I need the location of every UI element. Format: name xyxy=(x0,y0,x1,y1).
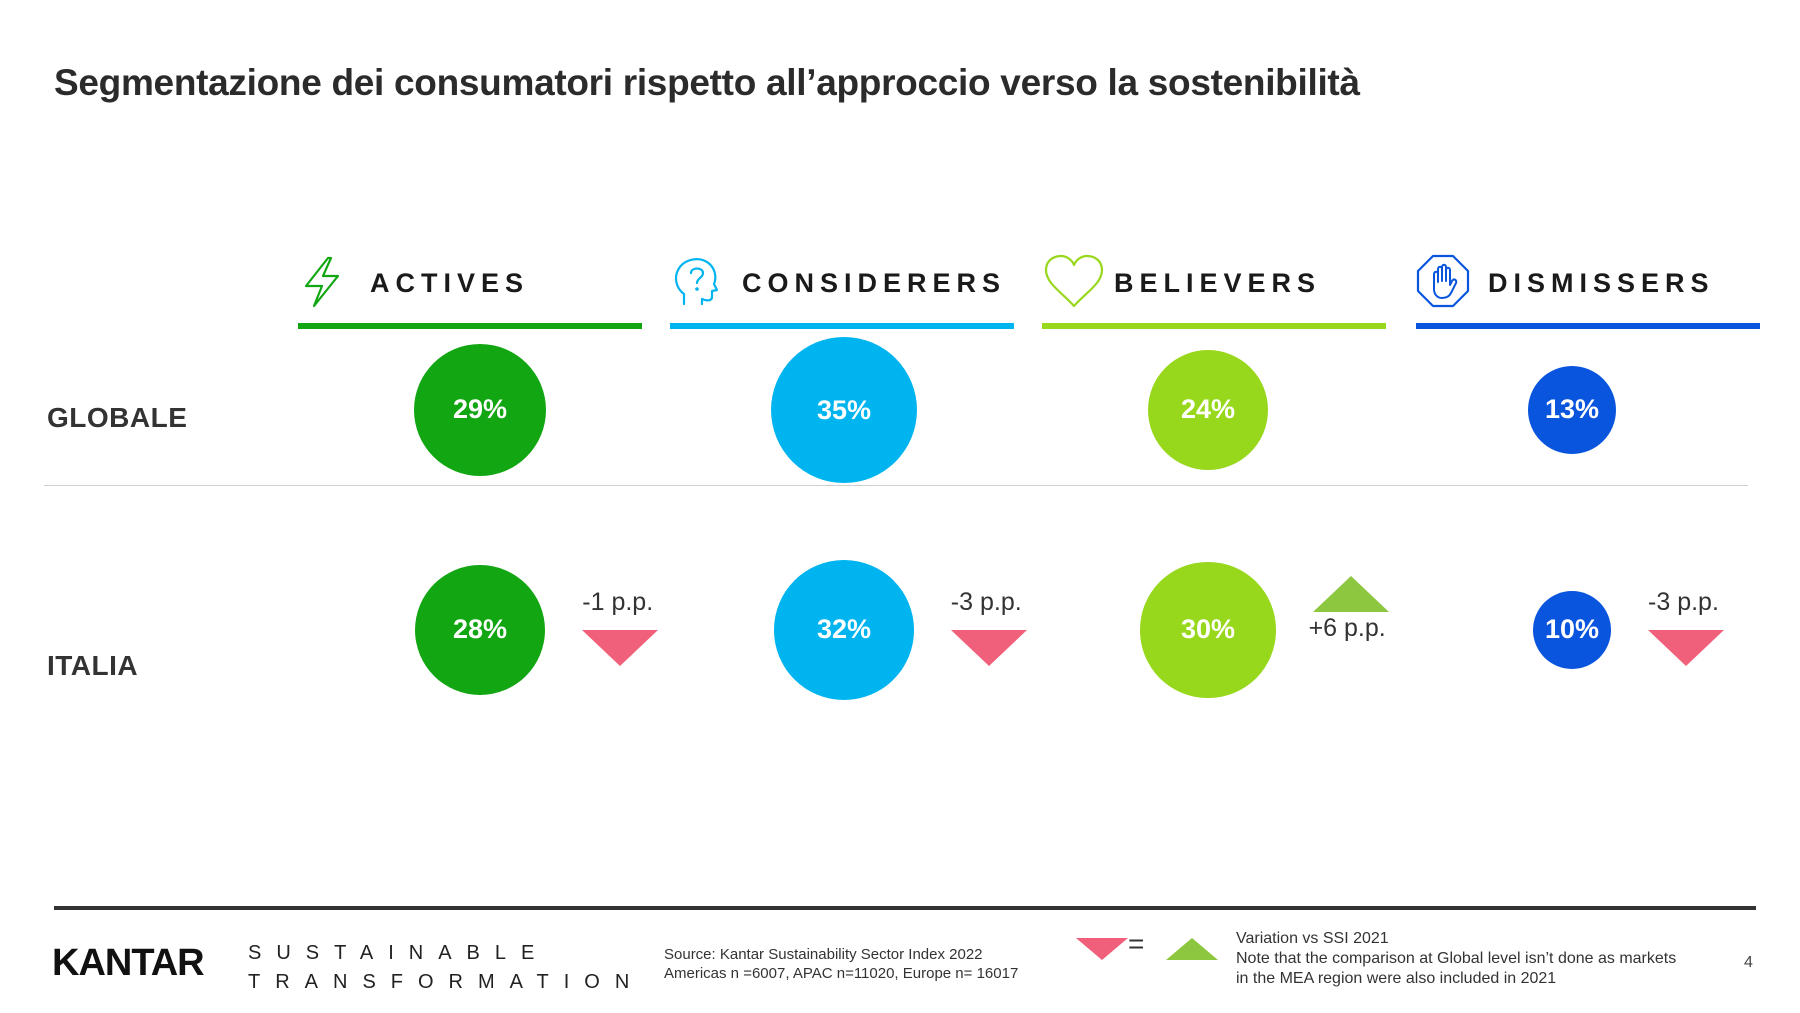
down-triangle-shape xyxy=(950,630,1027,666)
segment-header-believers: BELIEVERS xyxy=(1042,248,1386,332)
segment-underline xyxy=(1416,323,1760,329)
variation-label: -1 p.p. xyxy=(582,588,654,616)
bubble-italia-considerers: 32% xyxy=(774,560,914,700)
tagline-sustainable: SUSTAINABLE xyxy=(248,942,550,964)
note-line: in the MEA region were also included in … xyxy=(1236,970,1557,987)
bubble-italia-dismissers: 10% xyxy=(1532,590,1611,669)
segment-label: CONSIDERERS xyxy=(742,268,1007,298)
variation-label: +6 p.p. xyxy=(1308,614,1386,642)
bubble-globale-considerers: 35% xyxy=(771,337,917,483)
lightning-icon xyxy=(304,256,340,308)
up-triangle-shape xyxy=(1312,576,1389,612)
row-separator xyxy=(44,485,1748,486)
legend-equals: = xyxy=(1128,928,1145,959)
legend-down-triangle-icon xyxy=(1076,938,1128,960)
segment-underline xyxy=(670,323,1014,329)
source-line: Source: Kantar Sustainability Sector Ind… xyxy=(664,946,983,963)
stop-hand-icon xyxy=(1416,254,1470,308)
down-triangle-shape xyxy=(1648,630,1725,666)
segment-label: ACTIVES xyxy=(370,268,530,298)
legend-up-triangle-icon xyxy=(1166,938,1218,960)
segment-underline xyxy=(298,323,642,329)
segment-label: DISMISSERS xyxy=(1488,268,1715,298)
page-title: Segmentazione dei consumatori rispetto a… xyxy=(54,62,1360,103)
kantar-logo: KANTAR xyxy=(52,942,205,984)
variation-label: -3 p.p. xyxy=(950,588,1022,616)
segment-header-actives: ACTIVES xyxy=(298,248,642,332)
page-number: 4 xyxy=(1744,954,1753,971)
bubble-globale-believers: 24% xyxy=(1147,349,1269,471)
footer-divider xyxy=(54,906,1756,910)
heart-icon xyxy=(1044,254,1104,308)
bubble-italia-believers: 30% xyxy=(1140,562,1276,698)
down-triangle-shape xyxy=(582,630,659,666)
variation-note: Variation vs SSI 2021 Note that the comp… xyxy=(1236,929,1676,989)
tagline-transformation: TRANSFORMATION xyxy=(248,971,645,993)
sample-line: Americas n =6007, APAC n=11020, Europe n… xyxy=(664,965,1019,982)
down-triangle-icon xyxy=(582,630,659,666)
segment-label: BELIEVERS xyxy=(1114,268,1322,298)
note-line: Note that the comparison at Global level… xyxy=(1236,950,1677,967)
bubble-globale-actives: 29% xyxy=(413,343,547,477)
bubble-globale-dismissers: 13% xyxy=(1527,365,1617,455)
variation-label: -3 p.p. xyxy=(1648,588,1719,616)
head-question-icon xyxy=(674,258,719,306)
row-label-globale: GLOBALE xyxy=(47,402,188,433)
note-line: Variation vs SSI 2021 xyxy=(1236,930,1389,947)
down-triangle-icon xyxy=(950,630,1027,666)
down-triangle-icon xyxy=(1648,630,1725,666)
row-label-italia: ITALIA xyxy=(47,650,139,681)
segment-header-considerers: CONSIDERERS xyxy=(670,248,1014,332)
bubble-italia-actives: 28% xyxy=(414,564,546,696)
segment-header-dismissers: DISMISSERS xyxy=(1416,248,1760,332)
up-triangle-icon xyxy=(1312,576,1389,612)
source-note: Source: Kantar Sustainability Sector Ind… xyxy=(664,945,1018,983)
segment-underline xyxy=(1042,323,1386,329)
